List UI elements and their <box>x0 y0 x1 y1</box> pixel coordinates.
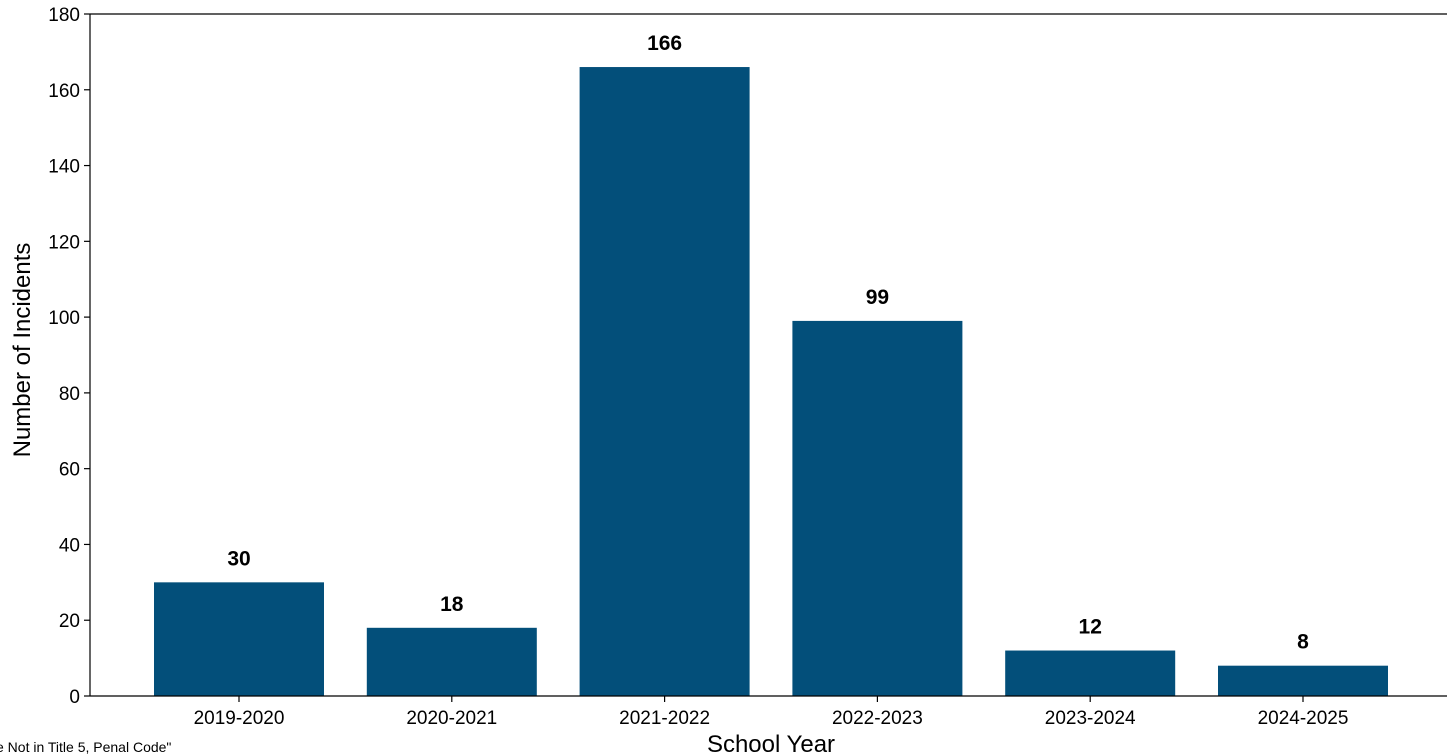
x-tick-label-2023-2024: 2023-2024 <box>1045 708 1136 729</box>
data-label-2023-2024: 12 <box>1079 616 1102 639</box>
y-tick-label-40: 40 <box>59 535 80 556</box>
bar-2024-2025 <box>1218 665 1388 696</box>
y-axis: 0 20 40 60 80 100 120 140 160 180 <box>48 5 1447 708</box>
x-axis-title: School Year <box>707 731 835 756</box>
data-label-2024-2025: 8 <box>1297 631 1309 654</box>
x-tick-label-2024-2025: 2024-2025 <box>1258 708 1349 729</box>
plot-area: 30 18 166 99 12 8 <box>154 32 1388 697</box>
y-tick-label-120: 120 <box>48 232 80 253</box>
data-label-2020-2021: 18 <box>440 593 464 616</box>
y-tick-label-140: 140 <box>48 157 80 178</box>
x-tick-label-2022-2023: 2022-2023 <box>832 708 923 729</box>
y-tick-label-60: 60 <box>59 460 80 481</box>
bar-2021-2022 <box>579 67 750 697</box>
bar-2019-2020 <box>154 582 324 696</box>
bar-2022-2023 <box>792 320 963 696</box>
y-tick-label-20: 20 <box>59 611 80 632</box>
data-label-2021-2022: 166 <box>647 32 682 55</box>
data-label-2019-2020: 30 <box>227 547 250 570</box>
y-tick-label-180: 180 <box>48 5 80 26</box>
data-label-2022-2023: 99 <box>866 286 889 309</box>
x-tick-label-2021-2022: 2021-2022 <box>619 708 710 729</box>
x-tick-label-2020-2021: 2020-2021 <box>406 708 497 729</box>
y-tick-label-100: 100 <box>48 308 80 329</box>
y-tick-label-160: 160 <box>48 81 80 102</box>
y-tick-label-80: 80 <box>59 384 80 405</box>
y-tick-label-0: 0 <box>69 687 80 708</box>
footnote: e Not in Title 5, Penal Code" <box>0 739 171 755</box>
y-axis-title: Number of Incidents <box>9 243 36 458</box>
bar-2020-2021 <box>366 627 537 696</box>
x-axis: 2019-2020 2020-2021 2021-2022 2022-2023 2023… <box>90 695 1447 729</box>
x-tick-label-2019-2020: 2019-2020 <box>194 708 285 729</box>
bar-2023-2024 <box>1005 650 1176 696</box>
